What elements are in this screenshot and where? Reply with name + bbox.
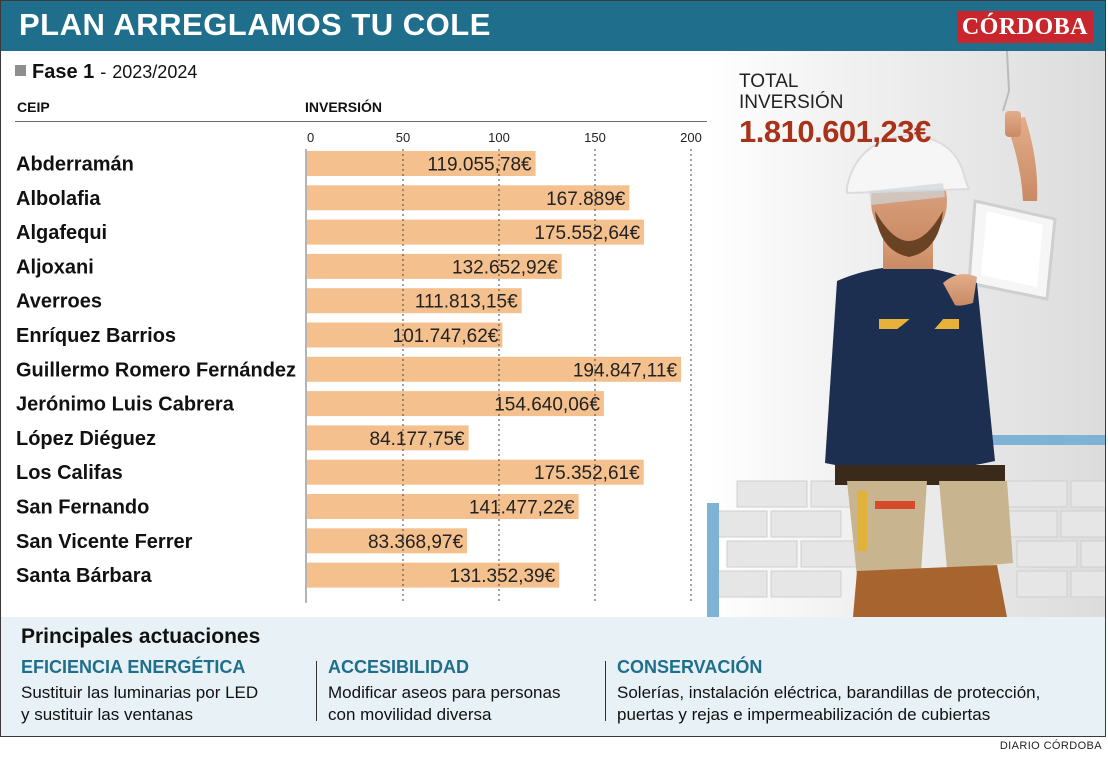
ceip-name: Abderramán — [16, 154, 134, 176]
x-tick-label: 200 — [680, 130, 702, 145]
investment-bar-chart: 0 50 100 150 200 Abderramán 119.055,78€ Albolaf… — [16, 130, 702, 603]
total-label: TOTAL INVERSIÓN — [739, 71, 844, 113]
total-investment-value: 1.810.601,23€ — [739, 114, 931, 149]
header-rule — [15, 121, 709, 122]
infographic: PLAN ARREGLAMOS TU COLE CÓRDOBA Fase 1-2… — [0, 0, 1106, 737]
worker-photo — [707, 51, 1105, 617]
action-description-line: con movilidad diversa — [328, 705, 492, 724]
bar — [307, 528, 468, 554]
ceip-name: Aljoxani — [16, 256, 94, 278]
ceip-name: Guillermo Romero Fernández — [16, 359, 296, 381]
bar — [307, 356, 682, 382]
total-label-line2: INVERSIÓN — [739, 92, 844, 113]
ceip-name: Enríquez Barrios — [16, 325, 176, 347]
bar-value-label: 101.747,62€ — [393, 326, 499, 347]
bar — [307, 322, 503, 348]
x-tick-label: 50 — [396, 130, 410, 145]
ceip-name: López Diéguez — [16, 428, 156, 450]
action-description-line: Sustituir las luminarias por LED — [21, 683, 259, 702]
action-description: Solerías, instalación eléctrica, barandi… — [617, 682, 1040, 726]
action-description: Sustituir las luminarias por LED y susti… — [21, 682, 258, 726]
bar — [307, 151, 536, 176]
header-title: PLAN ARREGLAMOS TU COLE — [19, 7, 491, 42]
phase-years: 2023/2024 — [112, 62, 198, 82]
actions-section: Principales actuaciones EFICIENCIA ENERG… — [1, 617, 1105, 736]
bar-value-label: 111.813,15€ — [415, 292, 518, 313]
x-tick-label: 0 — [307, 130, 314, 145]
column-divider — [605, 661, 606, 721]
bar-value-label: 175.552,64€ — [534, 223, 640, 244]
action-heading: EFICIENCIA ENERGÉTICA — [21, 657, 246, 677]
bar-value-label: 194.847,11€ — [573, 360, 678, 381]
action-description-line: puertas y rejas e impermeabilización de … — [617, 705, 991, 724]
square-bullet-icon — [15, 65, 26, 76]
bar-value-label: 84.177,75€ — [370, 429, 466, 450]
ceip-name: Jerónimo Luis Cabrera — [16, 394, 235, 416]
bar — [307, 219, 645, 245]
x-tick-label: 100 — [488, 130, 510, 145]
ceip-name: San Fernando — [16, 497, 149, 519]
ceip-name: Algafequi — [16, 222, 107, 244]
bar-value-label: 175.352,61€ — [534, 463, 640, 484]
total-label-line1: TOTAL — [739, 71, 799, 92]
ceip-name: Averroes — [16, 291, 102, 313]
phase-separator: - — [100, 62, 107, 82]
ceip-name: Albolafia — [16, 188, 101, 210]
action-description-line: y sustituir las ventanas — [21, 705, 193, 724]
bar — [307, 494, 579, 519]
bar — [307, 562, 560, 588]
bar-value-label: 167.889€ — [546, 189, 626, 210]
column-header-investment: INVERSIÓN — [305, 99, 383, 115]
action-heading: CONSERVACIÓN — [617, 657, 763, 677]
actions-title: Principales actuaciones — [21, 625, 261, 648]
column-header-ceip: CEIP — [17, 99, 50, 115]
bar-value-label: 131.352,39€ — [450, 566, 556, 587]
action-description-line: Modificar aseos para personas — [328, 683, 561, 702]
bar — [307, 459, 644, 485]
phase-line: Fase 1-2023/2024 — [15, 61, 197, 84]
bar-value-label: 132.652,92€ — [452, 257, 558, 278]
action-accessibility: ACCESIBILIDAD Modificar aseos para perso… — [328, 657, 560, 726]
bar — [307, 185, 630, 211]
action-conservation: CONSERVACIÓN Solerías, instalación eléct… — [617, 657, 1040, 726]
ceip-name: Los Califas — [16, 462, 123, 484]
action-efficiency: EFICIENCIA ENERGÉTICA Sustituir las lumi… — [21, 657, 258, 726]
column-divider — [316, 661, 317, 721]
phase-label: Fase 1 — [32, 61, 95, 83]
newspaper-logo: CÓRDOBA — [956, 11, 1093, 43]
bar — [307, 391, 604, 417]
ceip-name: San Vicente Ferrer — [16, 531, 193, 553]
action-description-line: Solerías, instalación eléctrica, barandi… — [617, 683, 1041, 702]
header-band: PLAN ARREGLAMOS TU COLE CÓRDOBA — [1, 1, 1105, 51]
credit: DIARIO CÓRDOBA — [999, 740, 1102, 752]
action-heading: ACCESIBILIDAD — [328, 657, 470, 677]
bar-value-label: 83.368,97€ — [368, 532, 464, 553]
bar — [307, 253, 562, 279]
bar-value-label: 119.055,78€ — [427, 155, 532, 176]
bar — [307, 425, 469, 451]
bar — [307, 288, 522, 314]
x-tick-label: 150 — [584, 130, 606, 145]
action-description: Modificar aseos para personas con movili… — [328, 682, 560, 726]
ceip-name: Santa Bárbara — [16, 565, 152, 587]
bar-value-label: 141.477,22€ — [469, 498, 575, 519]
bar-value-label: 154.640,06€ — [494, 395, 600, 416]
